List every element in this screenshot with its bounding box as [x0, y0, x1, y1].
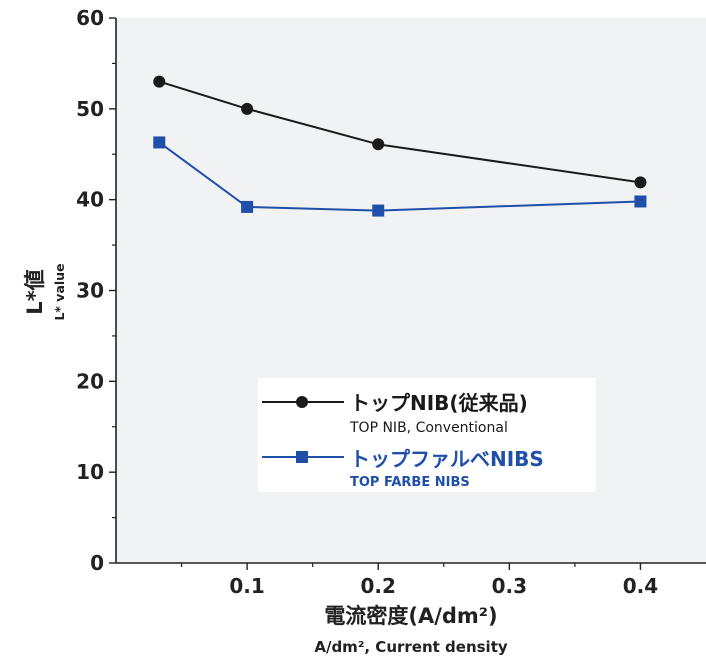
- legend-box: [258, 378, 596, 492]
- x-tick-label: 0.4: [623, 574, 658, 598]
- legend: トップNIB(従来品) TOP NIB, Conventional トップファル…: [258, 378, 596, 492]
- y-tick-label: 20: [76, 369, 104, 393]
- x-tick-label: 0.1: [229, 574, 264, 598]
- y-tick-label: 50: [76, 97, 104, 121]
- y-tick-label: 30: [76, 279, 104, 303]
- data-point-series-1: [153, 75, 166, 88]
- y-tick-label: 10: [76, 460, 104, 484]
- x-tick-label: 0.2: [361, 574, 396, 598]
- data-point-series-1: [634, 176, 647, 189]
- data-point-series-2: [634, 195, 647, 208]
- legend-marker-series-2: [296, 451, 308, 463]
- x-axis-sublabel: A/dm², Current density: [314, 638, 508, 656]
- x-tick-label: 0.3: [492, 574, 527, 598]
- legend-sublabel-series-2: TOP FARBE NIBS: [350, 475, 470, 490]
- series-layer: [153, 75, 647, 217]
- data-point-series-2: [241, 200, 254, 213]
- y-axis-ticks: 0 10 20 30 40 50 60: [76, 6, 116, 575]
- legend-sublabel-series-1: TOP NIB, Conventional: [349, 420, 508, 436]
- series-line-1: [159, 80, 641, 184]
- legend-label-series-1: トップNIB(従来品): [350, 391, 528, 415]
- x-axis-ticks: 0.1 0.2 0.3 0.4: [180, 563, 658, 598]
- y-tick-label: 0: [90, 551, 104, 575]
- y-axis-label: L*値: [23, 269, 47, 314]
- series-line-2: [158, 141, 641, 212]
- y-axis-sublabel: L* value: [52, 263, 67, 320]
- data-point-series-2: [153, 136, 166, 149]
- data-point-series-2: [372, 204, 385, 217]
- y-tick-label: 60: [76, 6, 104, 30]
- data-point-series-1: [241, 102, 254, 115]
- y-tick-label: 40: [76, 188, 104, 212]
- data-point-series-1: [372, 138, 385, 151]
- legend-label-series-2: トップファルベNIBS: [350, 447, 544, 471]
- x-axis-label: 電流密度(A/dm²): [324, 604, 497, 628]
- legend-marker-series-1: [296, 396, 308, 408]
